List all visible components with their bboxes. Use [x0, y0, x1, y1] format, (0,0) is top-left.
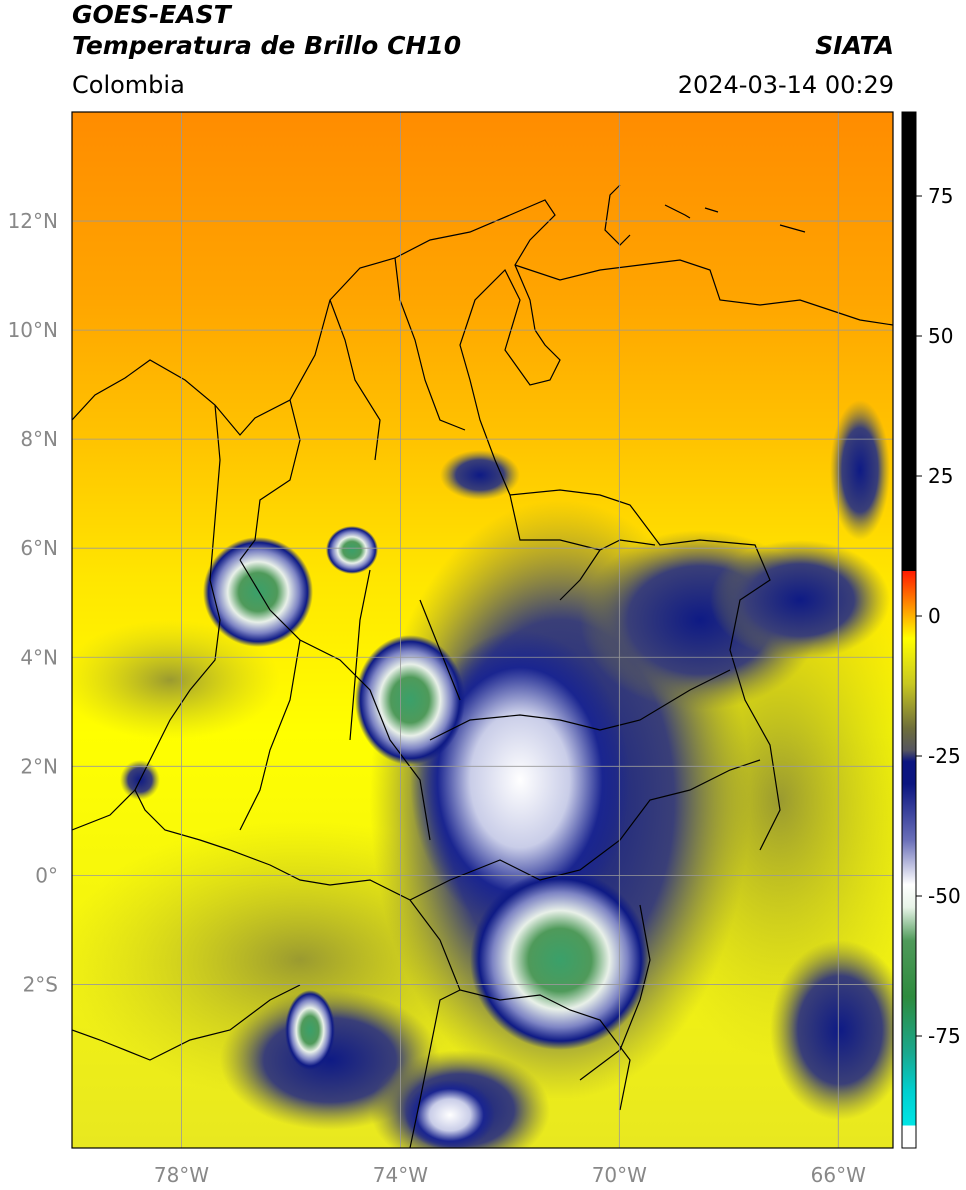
lon-tick-label: 74°W — [373, 1163, 428, 1187]
colorbar-scale — [901, 111, 917, 1149]
colorbar-tick-label: 25 — [928, 464, 953, 488]
lat-tick-label: 4°N — [20, 645, 58, 669]
lat-tick-label: 2°S — [23, 972, 58, 996]
lat-tick-label: 12°N — [8, 209, 58, 233]
colorbar: 75 50 25 0 -25 -50 -75 — [901, 111, 961, 1149]
longitude-ticks: 78°W 74°W 70°W 66°W — [154, 1163, 866, 1187]
satellite-title: GOES-EAST — [72, 0, 231, 29]
lat-tick-label: 8°N — [20, 427, 58, 451]
colorbar-tick-label: -75 — [928, 1024, 961, 1048]
agency-label: SIATA — [815, 31, 894, 60]
map-frame — [71, 111, 894, 1149]
colorbar-tick-label: 50 — [928, 324, 953, 348]
colorbar-tick-label: -50 — [928, 884, 961, 908]
lat-tick-label: 0° — [35, 863, 58, 887]
colorbar-tick-label: -25 — [928, 744, 961, 768]
lon-tick-label: 70°W — [592, 1163, 647, 1187]
borders-layer — [72, 184, 893, 1148]
latitude-ticks: 12°N 10°N 8°N 6°N 4°N 2°N 0° 2°S — [8, 209, 58, 996]
colorbar-tick-label: 75 — [928, 184, 953, 208]
colorbar-tick-label: 0 — [928, 604, 941, 628]
lon-tick-label: 78°W — [154, 1163, 209, 1187]
region-label: Colombia — [72, 71, 185, 99]
lat-tick-label: 10°N — [8, 318, 58, 342]
lat-tick-label: 2°N — [20, 754, 58, 778]
lon-tick-label: 66°W — [811, 1163, 866, 1187]
product-title: Temperatura de Brillo CH10 — [72, 31, 462, 60]
datetime-label: 2024-03-14 00:29 — [677, 71, 894, 99]
graticule — [72, 112, 893, 1148]
lat-tick-label: 6°N — [20, 536, 58, 560]
